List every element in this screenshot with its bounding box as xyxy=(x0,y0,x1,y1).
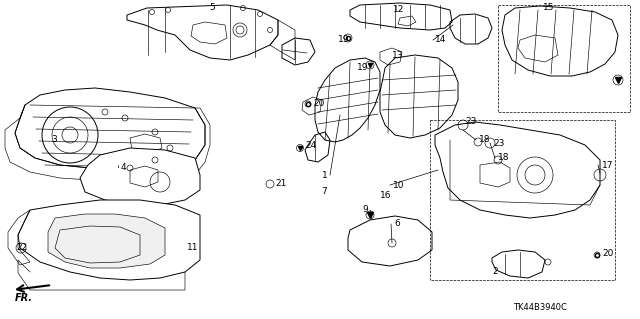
Text: 4: 4 xyxy=(121,162,127,172)
Text: 20: 20 xyxy=(313,100,324,108)
Text: FR.: FR. xyxy=(15,293,33,303)
Text: 6: 6 xyxy=(394,219,400,228)
Polygon shape xyxy=(18,200,200,280)
Text: 10: 10 xyxy=(393,181,404,189)
Text: 20: 20 xyxy=(602,249,613,257)
Polygon shape xyxy=(80,148,200,205)
Text: 15: 15 xyxy=(543,4,554,12)
Text: 19: 19 xyxy=(357,63,369,71)
Text: 23: 23 xyxy=(465,117,476,127)
Polygon shape xyxy=(48,214,165,268)
Polygon shape xyxy=(15,88,205,175)
Text: 19: 19 xyxy=(338,35,349,44)
Text: 24: 24 xyxy=(305,142,316,151)
Text: 18: 18 xyxy=(479,136,490,145)
Text: 14: 14 xyxy=(435,35,446,44)
Text: 5: 5 xyxy=(209,4,215,12)
Text: 12: 12 xyxy=(393,5,404,14)
Text: 2: 2 xyxy=(492,266,498,276)
Text: 1: 1 xyxy=(322,170,328,180)
Text: TK44B3940C: TK44B3940C xyxy=(513,303,567,313)
Text: 16: 16 xyxy=(380,190,392,199)
Text: 18: 18 xyxy=(498,153,509,162)
Text: 22: 22 xyxy=(16,242,28,251)
Text: 3: 3 xyxy=(51,136,57,145)
Text: 17: 17 xyxy=(602,160,614,169)
Text: 23: 23 xyxy=(493,138,504,147)
Text: 7: 7 xyxy=(321,188,327,197)
Text: 13: 13 xyxy=(392,50,403,60)
Text: 21: 21 xyxy=(275,179,286,188)
Text: 11: 11 xyxy=(187,242,198,251)
Text: 9: 9 xyxy=(362,205,368,214)
